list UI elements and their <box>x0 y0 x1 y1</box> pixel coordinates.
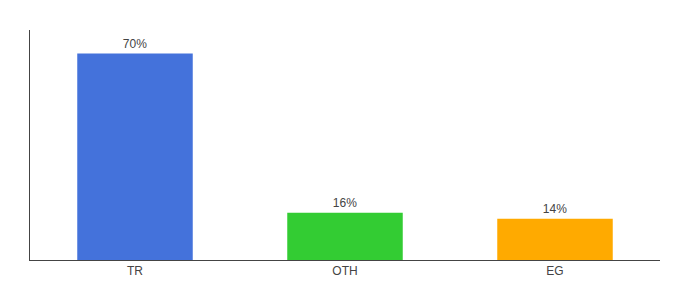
svg-text:TR: TR <box>127 264 143 278</box>
svg-text:70%: 70% <box>123 37 147 51</box>
svg-text:16%: 16% <box>333 196 357 210</box>
svg-text:OTH: OTH <box>332 264 357 278</box>
svg-text:14%: 14% <box>543 202 567 216</box>
svg-text:EG: EG <box>546 264 563 278</box>
